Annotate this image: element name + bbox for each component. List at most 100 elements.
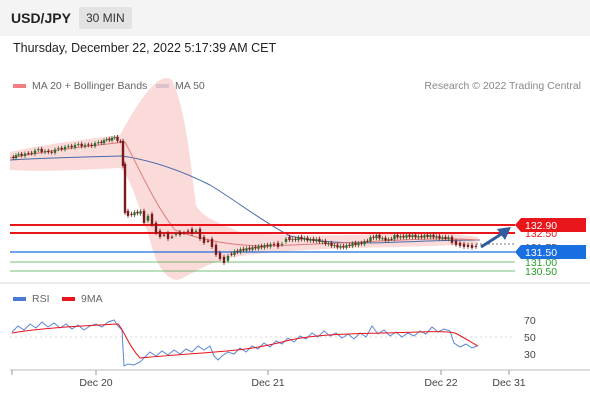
forecast-arrow-icon [480, 227, 511, 249]
candle-body [133, 212, 136, 216]
candle-body [93, 143, 97, 147]
candle-body [130, 213, 133, 215]
candle-body [178, 231, 182, 235]
candle-body [276, 242, 280, 247]
candle-body [63, 146, 67, 150]
candle-body [150, 213, 154, 225]
candle-body [174, 233, 178, 235]
candle-body [73, 144, 77, 148]
candle-body [408, 234, 411, 237]
candle-body [417, 236, 420, 238]
candle-body [333, 245, 336, 247]
candle-body [366, 240, 369, 242]
candle-body [102, 140, 106, 144]
timestamp: Thursday, December 22, 2022 5:17:39 AM C… [13, 41, 277, 55]
price-tag-131-50: 131.50 [515, 245, 586, 259]
candle-body [139, 211, 142, 214]
rsi-level-30: 30 [524, 349, 536, 361]
candle-body [393, 235, 396, 240]
candle-body [414, 234, 417, 238]
candle-body [470, 244, 474, 248]
candle-body [342, 245, 345, 248]
candle-body [14, 155, 18, 159]
candle-body [260, 245, 263, 248]
candle-body [387, 239, 390, 241]
candle-body [83, 144, 87, 147]
x-label-dec22: Dec 22 [424, 377, 457, 389]
candle-body [318, 238, 321, 242]
candle-body [384, 237, 387, 241]
candle-body [245, 248, 248, 251]
candle-body [312, 238, 315, 241]
rsi-level-50: 50 [524, 332, 536, 344]
candle-body [53, 149, 57, 153]
candle-body [284, 238, 288, 242]
candle-body [257, 246, 260, 249]
candle-body [136, 211, 139, 214]
candle-body [30, 152, 33, 154]
candle-body [210, 238, 214, 247]
candle-body [218, 252, 222, 259]
candle-body [233, 251, 236, 255]
candle-body [236, 250, 239, 252]
candle-body [105, 139, 108, 141]
candle-body [466, 244, 470, 247]
candle-body [108, 138, 111, 141]
price-label-131-00: 131.00 [525, 257, 557, 269]
ma20-label: MA 20 + Bollinger Bands [32, 80, 148, 92]
candle-body [402, 235, 405, 238]
candle-body [266, 244, 269, 247]
candle-body [450, 236, 454, 243]
x-label-dec31: Dec 31 [492, 377, 525, 389]
candle-body [399, 236, 402, 238]
candlestick-series [12, 134, 478, 265]
candle-body [194, 230, 198, 232]
candle-body [432, 234, 435, 238]
candle-body [146, 215, 150, 221]
candle-body [458, 242, 462, 246]
candle-body [441, 237, 444, 239]
candle-body [57, 148, 60, 150]
candle-body [438, 235, 441, 239]
legend-9ma: 9MA [62, 293, 103, 305]
x-label-dec21: Dec 21 [251, 377, 284, 389]
candle-body [222, 256, 226, 263]
candle-body [100, 141, 103, 143]
candle-body [309, 239, 312, 241]
ma9-label: 9MA [81, 293, 103, 305]
svg-text:131.50: 131.50 [525, 247, 557, 259]
legend-rsi: RSI [13, 293, 50, 305]
candle-body [462, 243, 466, 247]
timeframe-button[interactable]: 30 MIN [79, 7, 132, 29]
candle-body [239, 249, 242, 253]
candle-body [87, 144, 90, 146]
candle-body [97, 142, 100, 144]
candle-body [47, 150, 50, 153]
price-tag-132-90: 132.90 [515, 218, 586, 232]
candle-body [306, 237, 309, 241]
candle-body [444, 236, 447, 239]
candle-body [363, 241, 366, 245]
candle-body [126, 210, 130, 216]
candle-body [372, 236, 375, 238]
candle-body [230, 253, 233, 255]
candle-body [17, 154, 20, 156]
candle-body [381, 238, 384, 240]
rsi-level-70: 70 [524, 315, 536, 327]
research-credit: Research © 2022 Trading Central [424, 80, 581, 92]
bollinger-band [10, 77, 478, 280]
candle-body [43, 151, 47, 153]
candle-body [123, 163, 127, 213]
candle-body [339, 246, 342, 248]
candle-body [447, 237, 450, 240]
candle-body [242, 248, 245, 251]
candle-body [202, 236, 206, 243]
candle-body [348, 244, 351, 246]
candle-body [454, 240, 458, 245]
candle-body [396, 234, 399, 238]
candle-body [162, 234, 166, 236]
candle-body [158, 230, 162, 237]
candle-body [90, 144, 93, 146]
candle-body [248, 247, 251, 250]
